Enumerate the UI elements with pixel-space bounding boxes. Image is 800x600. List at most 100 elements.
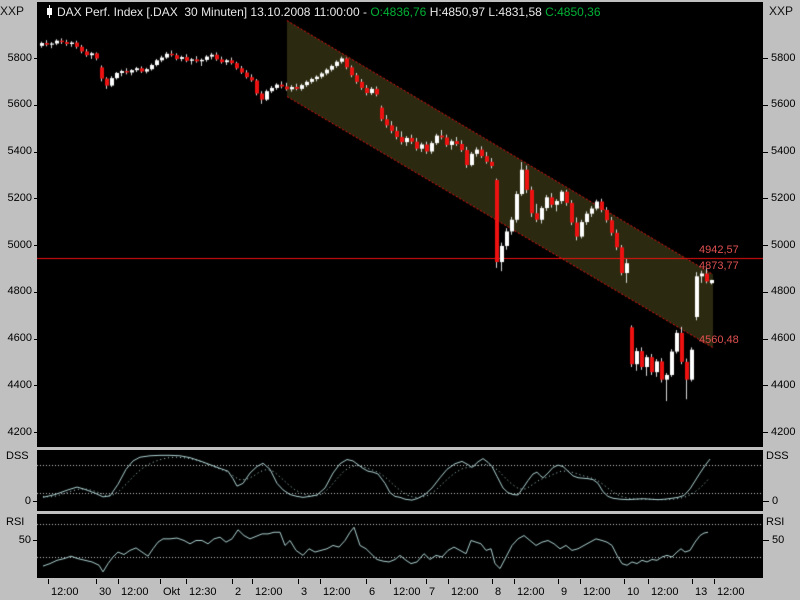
candlestick-icon [46, 5, 53, 18]
price-tick-mark [34, 385, 39, 387]
time-tick-label: 12:00 [451, 586, 479, 598]
price-tick-label: 5000 [7, 238, 32, 251]
time-tick-mark [118, 579, 119, 584]
time-tick-mark [160, 579, 161, 584]
channel-lower-value-label[interactable]: 4560,48 [699, 333, 739, 346]
time-tick-label: 7 [429, 586, 436, 598]
time-tick-label: 10 [627, 586, 640, 598]
price-tick-label: 5600 [7, 98, 32, 111]
price-tick-label: 5200 [7, 191, 32, 204]
time-tick-label: 12:00 [51, 586, 79, 598]
time-tick-label: Okt [163, 586, 181, 598]
time-tick-mark [252, 579, 253, 584]
time-tick-label: 12:00 [517, 586, 545, 598]
time-tick-label: 2 [235, 586, 242, 598]
price-tick-mark [763, 104, 768, 106]
time-tick-mark [426, 579, 427, 584]
channel-upper-value-label[interactable]: 4873,77 [699, 260, 739, 273]
time-tick-mark [232, 579, 233, 584]
price-tick-mark [34, 245, 39, 246]
time-tick-label: 6 [369, 586, 376, 598]
price-tick-mark [34, 58, 39, 59]
time-tick-mark [580, 579, 581, 584]
rsi-fifty-label-left: 50 [18, 534, 31, 546]
price-tick-label: 5600 [771, 98, 796, 111]
price-tick-label: 5200 [771, 191, 796, 204]
price-tick-mark [763, 338, 768, 340]
time-tick-mark [96, 579, 97, 584]
rsi-label-left: RSI [6, 516, 25, 528]
price-tick-label: 4800 [771, 285, 796, 298]
time-tick-label: 13 [695, 586, 708, 598]
price-tick-label: 4400 [771, 378, 796, 391]
dss-zero-tick-left [33, 501, 39, 502]
top-left-corner-label: XXP [0, 4, 25, 18]
time-tick-mark [714, 579, 715, 584]
price-tick-mark [763, 198, 768, 200]
dss-zero-label-left: 0 [24, 495, 31, 507]
price-tick-label: 5000 [771, 238, 796, 251]
price-tick-mark [34, 151, 39, 153]
time-tick-mark [648, 579, 649, 584]
time-tick-label: 12:00 [255, 586, 283, 598]
rsi-fifty-label-right: 50 [772, 534, 785, 546]
main-chart-canvas[interactable] [37, 2, 763, 447]
time-tick-mark [492, 579, 493, 584]
time-tick-mark [692, 579, 693, 584]
main-chart-panel[interactable] [37, 2, 763, 447]
time-tick-mark [298, 579, 299, 584]
dss-label-right: DSS [766, 450, 789, 462]
price-tick-label: 5800 [771, 51, 796, 64]
title-instrument-text: DAX Perf. Index [.DAX 30 Minuten] 13.10.… [57, 5, 371, 19]
rsi-indicator-panel[interactable] [37, 514, 763, 578]
time-tick-label: 8 [495, 586, 502, 598]
price-tick-label: 4800 [7, 285, 32, 298]
time-tick-label: 12:00 [121, 586, 149, 598]
time-tick-mark [366, 579, 367, 584]
dss-zero-tick-right [763, 501, 769, 502]
price-tick-mark [34, 291, 39, 293]
price-tick-mark [34, 432, 39, 433]
dss-indicator-panel[interactable] [37, 450, 763, 511]
rsi-indicator-canvas[interactable] [37, 514, 763, 578]
time-tick-label: 9 [561, 586, 568, 598]
rsi-fifty-tick-left [33, 540, 39, 541]
time-tick-label: 12:00 [583, 586, 611, 598]
dss-zero-label-right: 0 [772, 495, 779, 507]
price-tick-label: 5800 [7, 51, 32, 64]
price-tick-mark [763, 385, 768, 387]
price-tick-mark [34, 104, 39, 106]
price-tick-label: 4600 [771, 332, 796, 344]
price-tick-mark [763, 291, 768, 293]
price-tick-mark [34, 198, 39, 200]
title-high-low-values: H:4850,97 L:4831,58 [426, 5, 546, 19]
dss-label-left: DSS [6, 450, 29, 462]
time-tick-mark [320, 579, 321, 584]
time-tick-label: 3 [301, 586, 308, 598]
price-tick-mark [763, 151, 768, 153]
time-tick-mark [514, 579, 515, 584]
price-tick-label: 4200 [771, 425, 796, 438]
time-tick-mark [48, 579, 49, 584]
time-tick-mark [448, 579, 449, 584]
time-tick-mark [624, 579, 625, 584]
rsi-fifty-tick-right [763, 540, 769, 541]
time-tick-label: 12:00 [323, 586, 351, 598]
time-tick-label: 12:00 [717, 586, 745, 598]
chart-title: DAX Perf. Index [.DAX 30 Minuten] 13.10.… [57, 5, 601, 19]
price-tick-mark [763, 245, 768, 246]
time-tick-mark [558, 579, 559, 584]
title-open-value: O:4836,76 [370, 5, 427, 19]
price-tick-mark [763, 58, 768, 59]
price-tick-mark [34, 338, 39, 340]
dss-indicator-canvas[interactable] [37, 450, 763, 511]
rsi-label-right: RSI [766, 516, 785, 528]
time-tick-label: 12:00 [651, 586, 679, 598]
price-tick-label: 4200 [7, 425, 32, 438]
price-tick-label: 5400 [771, 145, 796, 157]
price-tick-label: 4600 [7, 332, 32, 344]
time-tick-label: 12:30 [189, 586, 217, 598]
time-tick-mark [186, 579, 187, 584]
horizontal-line-value-label[interactable]: 4942,57 [699, 244, 739, 257]
time-tick-label: 12:00 [393, 586, 421, 598]
